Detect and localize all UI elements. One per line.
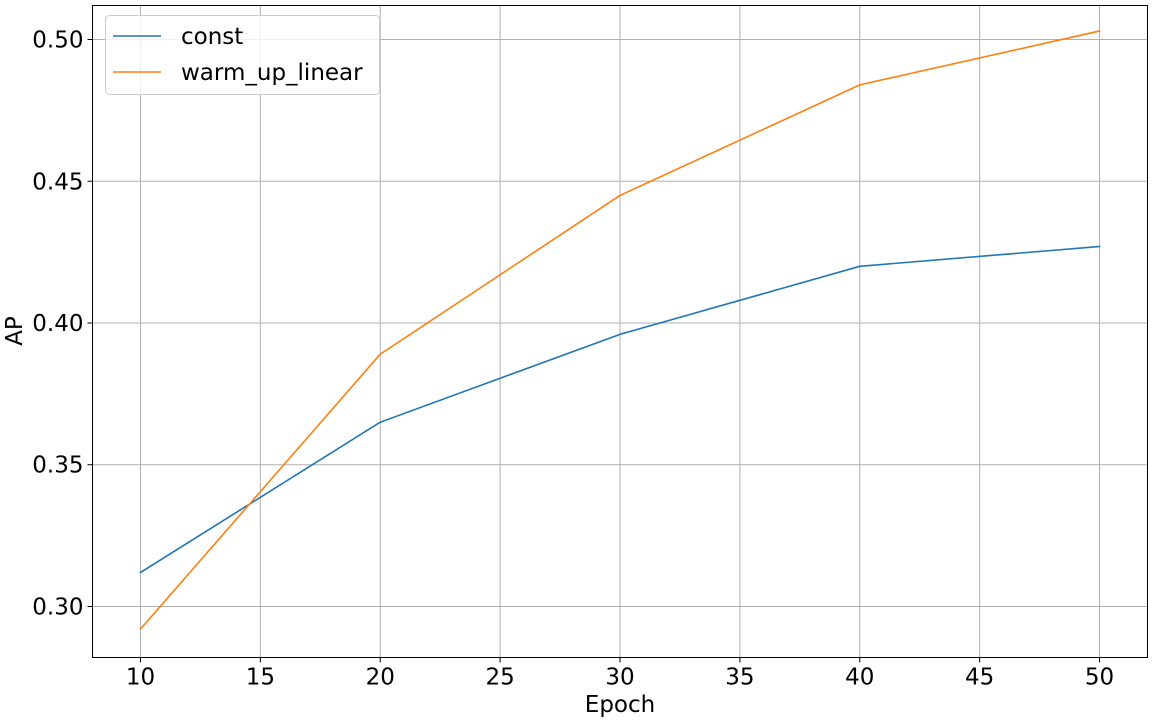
x-tick-label: 35 — [725, 665, 754, 691]
x-tick-label: 25 — [485, 665, 514, 691]
x-tick-label: 45 — [965, 665, 994, 691]
x-tick-label: 20 — [366, 665, 395, 691]
x-tick-label: 40 — [845, 665, 874, 691]
legend-box — [105, 15, 380, 95]
series-lines — [139, 30, 1101, 631]
legend: const warm_up_linear — [105, 15, 380, 95]
legend-label: warm_up_linear — [181, 60, 363, 86]
x-tick-label: 15 — [246, 665, 275, 691]
x-axis-label: Epoch — [585, 692, 655, 718]
y-tick-label: 0.45 — [32, 169, 83, 195]
x-tick-label: 50 — [1085, 665, 1114, 691]
x-tick-label: 10 — [126, 665, 155, 691]
y-tick-label: 0.30 — [32, 594, 83, 620]
y-tick-label: 0.40 — [32, 311, 83, 337]
series-line-warm-up-linear — [139, 30, 1101, 631]
y-tick-label: 0.35 — [32, 453, 83, 479]
y-axis-label: AP — [2, 316, 28, 346]
grid — [92, 5, 1148, 658]
x-tick-label: 30 — [605, 665, 634, 691]
x-axis-ticks: 10 15 20 25 30 35 40 45 50 — [126, 657, 1114, 691]
series-line-const — [139, 245, 1101, 574]
legend-label: const — [181, 24, 243, 50]
y-axis-ticks: 0.30 0.35 0.40 0.45 0.50 — [32, 28, 93, 620]
y-tick-label: 0.50 — [32, 28, 83, 54]
